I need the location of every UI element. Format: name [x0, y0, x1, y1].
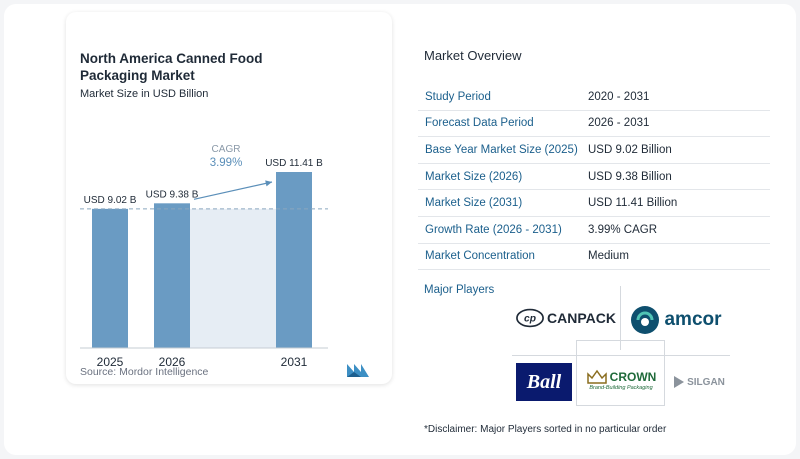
row-label: Forecast Data Period — [425, 117, 534, 130]
bar — [92, 208, 128, 348]
silgan-mark-icon — [674, 376, 685, 388]
disclaimer: *Disclaimer: Major Players sorted in no … — [424, 424, 667, 435]
row-value: Medium — [588, 250, 629, 263]
canpack-mark-text: cp — [524, 314, 536, 325]
overview-row: Growth Rate (2026 - 2031) 3.99% CAGR — [418, 217, 770, 244]
category-label: 2031 — [281, 355, 308, 369]
crown-wordmark: CROWN — [609, 370, 657, 384]
data-label: USD 9.02 B — [84, 195, 137, 206]
overview-row: Base Year Market Size (2025) USD 9.02 Bi… — [418, 137, 770, 164]
cagr-label: CAGR — [212, 144, 241, 155]
row-label: Market Concentration — [425, 250, 535, 263]
bar — [276, 172, 312, 348]
overview-row: Market Concentration Medium — [418, 244, 770, 271]
row-label: Base Year Market Size (2025) — [425, 143, 578, 156]
logo-divider — [576, 340, 577, 406]
row-value: 3.99% CAGR — [588, 223, 658, 236]
cagr-arrow-head-icon — [265, 180, 272, 187]
crown-tagline: Brand-Building Packaging — [589, 385, 653, 391]
overview-row: Market Size (2031) USD 11.41 Billion — [418, 190, 770, 217]
logo-divider — [664, 340, 665, 406]
cagr-value: 3.99% — [210, 157, 243, 169]
logo-divider — [576, 405, 665, 406]
category-label: 2026 — [159, 355, 186, 369]
row-value: USD 11.41 Billion — [588, 197, 678, 210]
logo-divider — [576, 340, 665, 341]
row-value: 2020 - 2031 — [588, 90, 650, 103]
chart-panel: North America Canned Food Packaging Mark… — [66, 12, 392, 384]
row-value: USD 9.38 Billion — [588, 170, 672, 183]
category-label: 2025 — [97, 355, 124, 369]
chart-title: North America Canned Food Packaging Mark… — [80, 51, 263, 83]
canpack-logo: cp CANPACK — [516, 306, 616, 330]
amcor-mark-icon — [631, 306, 660, 334]
data-label: USD 11.41 B — [265, 158, 323, 169]
canpack-wordmark: CANPACK — [547, 310, 616, 326]
logo-divider — [512, 355, 730, 356]
overview-row: Market Size (2026) USD 9.38 Billion — [418, 164, 770, 191]
overview-row: Study Period 2020 - 2031 — [418, 84, 770, 111]
silgan-wordmark: SILGAN — [687, 376, 725, 388]
data-label: USD 9.38 B — [146, 189, 199, 200]
bar-chart: USD 9.02 B USD 9.38 B USD 11.41 B 2025 2026 2… — [80, 144, 328, 369]
row-value: 2026 - 2031 — [588, 117, 650, 130]
canpack-mark-icon: cp — [516, 308, 544, 328]
amcor-wordmark: amcor — [664, 309, 722, 330]
overview-title: Market Overview — [424, 48, 522, 63]
overview-row: Forecast Data Period 2026 - 2031 — [418, 111, 770, 138]
source-note: Source: Mordor Intelligence — [80, 366, 209, 378]
row-label: Market Size (2026) — [425, 170, 523, 183]
row-label: Market Size (2031) — [425, 197, 523, 210]
silgan-logo: SILGAN — [668, 370, 730, 394]
ball-logo: Ball — [516, 363, 572, 401]
row-label: Growth Rate (2026 - 2031) — [425, 223, 562, 236]
row-value: USD 9.02 Billion — [588, 143, 672, 156]
amcor-logo: amcor — [626, 304, 726, 336]
bar — [154, 203, 190, 348]
forecast-band — [190, 208, 276, 348]
crown-mark-icon — [586, 369, 607, 384]
mordor-logo-icon — [347, 364, 369, 377]
logo-divider — [620, 286, 621, 350]
overview-table: Study Period 2020 - 2031 Forecast Data P… — [418, 84, 770, 271]
chart-subtitle: Market Size in USD Billion — [80, 88, 209, 100]
ball-wordmark: Ball — [526, 370, 562, 393]
crown-logo: CROWN Brand-Building Packaging — [579, 360, 663, 400]
major-players-title: Major Players — [424, 284, 495, 296]
cagr-arrow-line — [193, 181, 273, 200]
row-label: Study Period — [425, 90, 491, 103]
